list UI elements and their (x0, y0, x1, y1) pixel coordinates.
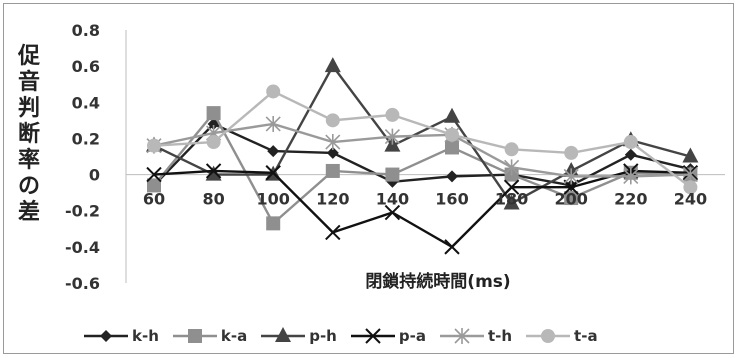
x-tick-label: 220 (614, 190, 647, 209)
x-axis-title: 閉鎖持続時間(ms) (365, 271, 510, 292)
data-point-p-a (503, 179, 520, 195)
data-point-k-a (445, 140, 459, 155)
series-line-t-h (153, 122, 691, 178)
y-tick-label: 0.4 (72, 93, 100, 112)
data-point-t-h (563, 168, 579, 185)
series-p-h (146, 57, 699, 210)
data-point-t-h (325, 134, 341, 151)
data-point-k-a (325, 163, 340, 178)
legend-item-t-h: t-h (439, 327, 513, 345)
legend-marker (275, 327, 292, 342)
series-t-a (147, 84, 698, 195)
legend-marker (100, 330, 112, 342)
data-point-t-h (504, 159, 520, 176)
series-line-k-a (153, 110, 691, 226)
data-point-t-a (385, 107, 400, 122)
data-point-k-a (266, 216, 281, 231)
data-point-p-h (682, 147, 699, 163)
y-tick-label: 0.8 (72, 21, 100, 40)
legend-label: p-a (398, 327, 426, 345)
legend-item-p-a: p-a (350, 327, 426, 345)
x-tick-label: 140 (376, 190, 409, 209)
y-tick-label: -0.2 (65, 202, 100, 221)
data-point-k-h (446, 170, 458, 183)
data-point-p-a (444, 239, 460, 255)
chart-frame (3, 3, 734, 354)
legend-swatch (439, 328, 484, 344)
data-point-p-a (384, 204, 401, 221)
data-point-t-a (206, 135, 221, 150)
y-tick-label: 0.6 (72, 57, 100, 76)
series-line-p-h (153, 63, 691, 206)
y-tick-label: 0.2 (72, 129, 100, 148)
legend-label: t-h (487, 327, 513, 345)
data-point-p-a (563, 179, 579, 195)
data-point-k-h (326, 146, 339, 159)
data-point-t-h (384, 128, 400, 145)
data-point-p-h (444, 107, 460, 123)
series-line-p-a (153, 169, 691, 249)
data-point-p-a (265, 165, 281, 181)
legend-item-k-h: k-h (84, 327, 159, 345)
data-point-p-a (146, 166, 162, 183)
data-point-k-a (206, 106, 221, 121)
data-point-p-h (324, 57, 341, 73)
data-point-t-a (683, 180, 698, 195)
legend-label: k-h (132, 327, 159, 345)
x-tick-label: 100 (256, 190, 289, 209)
data-point-t-h (623, 168, 639, 185)
data-point-t-a (504, 142, 519, 157)
legend-marker (454, 328, 470, 344)
legend-swatch (84, 330, 128, 342)
data-point-p-h (503, 194, 520, 210)
data-point-k-a (385, 167, 400, 182)
x-tick-label: 240 (674, 190, 707, 209)
data-point-k-h (624, 148, 637, 161)
data-point-t-a (325, 113, 340, 128)
legend-item-t-a: t-a (526, 327, 598, 345)
legend-label: p-h (309, 327, 337, 345)
data-point-t-a (445, 127, 459, 142)
x-tick-label: 200 (554, 190, 587, 209)
legend-marker (365, 328, 381, 344)
legend-swatch (350, 328, 395, 344)
legend-item-k-a: k-a (172, 327, 248, 345)
series-line-k-h (153, 122, 691, 187)
data-point-k-a (147, 178, 161, 193)
y-tick-label: 0 (89, 166, 100, 185)
data-point-t-a (564, 145, 579, 160)
data-point-k-a (564, 191, 579, 206)
data-point-t-h (682, 166, 698, 183)
x-tick-label: 160 (435, 190, 468, 209)
y-tick-label: -0.4 (65, 238, 100, 257)
data-point-t-a (266, 84, 281, 99)
legend-swatch (261, 327, 306, 342)
legend-swatch (172, 329, 217, 343)
data-point-k-h (267, 145, 280, 158)
y-tick-label: -0.6 (65, 274, 100, 293)
legend-swatch (526, 329, 571, 343)
x-tick-label: 80 (202, 190, 224, 209)
data-point-p-a (325, 224, 341, 241)
data-point-t-a (623, 135, 638, 150)
x-tick-label: 60 (143, 190, 165, 209)
legend-label: t-a (574, 327, 598, 345)
data-point-t-a (147, 138, 161, 153)
y-axis-title: 促音判断率の差 (17, 44, 40, 225)
legend-marker (541, 329, 556, 343)
legend-marker (187, 329, 202, 343)
series-line-t-a (153, 90, 692, 189)
data-point-t-h (265, 115, 281, 132)
data-point-p-a (205, 163, 222, 179)
x-tick-label: 120 (316, 190, 349, 209)
legend: k-h k-a p-h p-a t-h t-a (84, 325, 598, 347)
series-k-a (147, 106, 698, 231)
x-tick-label: 180 (495, 190, 528, 209)
data-point-p-h (205, 165, 222, 181)
legend-item-p-h: p-h (261, 327, 337, 345)
legend-label: k-a (220, 327, 248, 345)
